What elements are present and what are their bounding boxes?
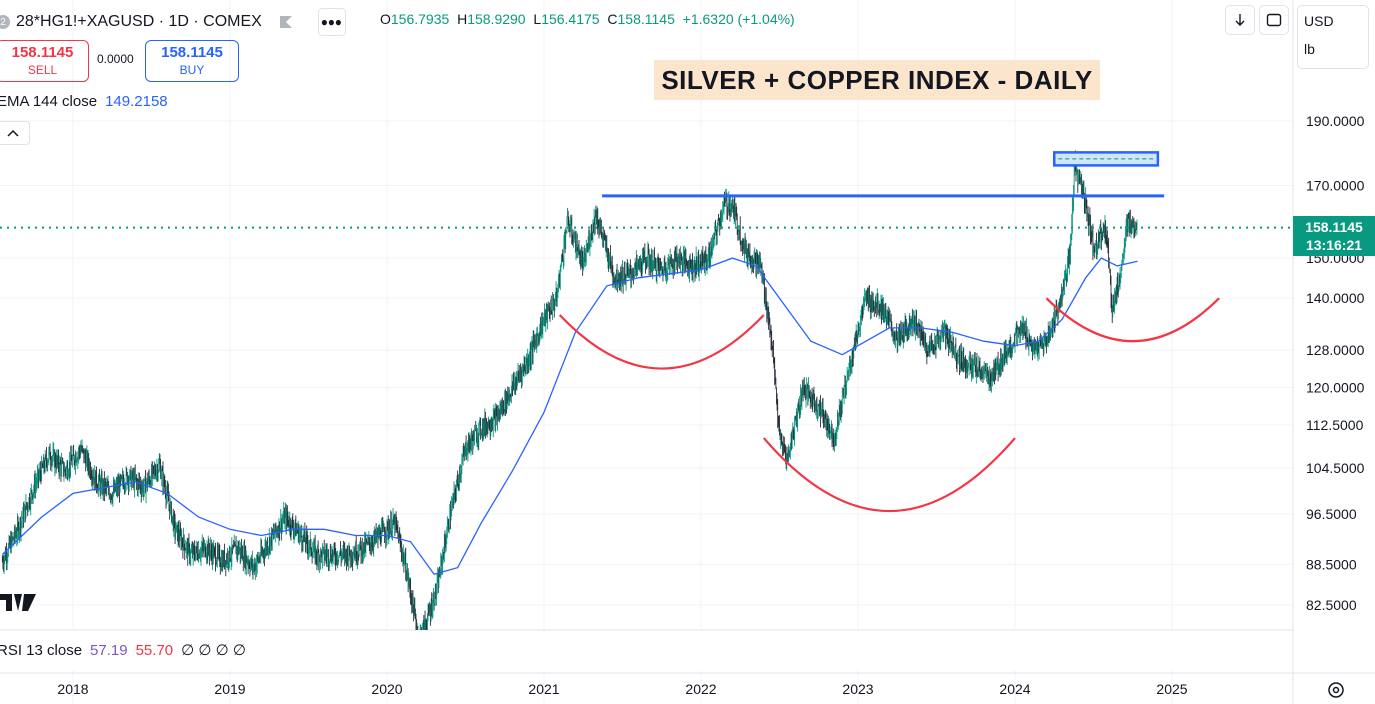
tradingview-logo <box>0 594 36 611</box>
target-box <box>1053 151 1160 167</box>
y-tick-label: 190.0000 <box>1306 113 1365 129</box>
change-value: +1.6320 (+1.04%) <box>682 11 795 27</box>
y-tick-label: 120.0000 <box>1306 380 1365 396</box>
ema-line <box>1 257 1138 575</box>
open-value: 156.7935 <box>390 11 450 27</box>
rsi-label: RSI 13 close <box>0 642 83 659</box>
plot-area <box>0 150 1293 630</box>
y-tick-label: 82.5000 <box>1306 597 1357 613</box>
download-button[interactable] <box>1225 5 1255 35</box>
close-value: 158.1145 <box>617 11 675 27</box>
fullscreen-icon <box>1266 13 1282 27</box>
y-tick-label: 96.5000 <box>1306 506 1357 522</box>
cup-arc <box>762 437 1016 512</box>
rsi-empty-values: ∅ ∅ ∅ ∅ <box>181 642 246 659</box>
chart-annotation-title[interactable]: SILVER + COPPER INDEX - DAILY <box>654 60 1100 100</box>
y-tick-label: 112.5000 <box>1306 417 1364 433</box>
cup-arc <box>1045 297 1220 343</box>
symbol-badge: 2 <box>0 15 10 29</box>
x-tick-label: 2019 <box>214 681 245 697</box>
symbol-header[interactable]: 2 28*HG1!+XAGUSD · 1D · COMEX ⦁⦁⦁ <box>0 8 346 36</box>
x-tick-label: 2023 <box>842 681 873 697</box>
y-tick-label: 170.0000 <box>1306 178 1365 194</box>
cup-arc <box>558 314 765 370</box>
last-price-value: 158.1145 <box>1305 219 1363 235</box>
download-icon <box>1235 14 1245 26</box>
x-tick-label: 2025 <box>1156 681 1187 697</box>
open-label: O <box>380 11 391 27</box>
y-tick-label: 128.0000 <box>1306 342 1365 358</box>
low-value: 156.4175 <box>541 11 600 27</box>
rsi-legend[interactable]: RSI 13 close 57.19 55.70 ∅ ∅ ∅ ∅ <box>0 641 246 659</box>
y-tick-label: 140.0000 <box>1306 290 1365 306</box>
more-button[interactable]: ⦁⦁⦁ <box>317 8 346 36</box>
x-tick-label: 2018 <box>57 681 88 697</box>
buy-price: 158.1145 <box>161 44 223 61</box>
last-price-tag: 158.1145 13:16:21 <box>1293 216 1375 256</box>
x-tick-label: 2020 <box>371 681 402 697</box>
bar-countdown: 13:16:21 <box>1305 237 1363 253</box>
buy-button[interactable]: 158.1145 BUY <box>145 40 239 82</box>
high-value: 158.9290 <box>467 11 526 27</box>
high-label: H <box>457 11 468 27</box>
rsi-value-1: 57.19 <box>90 642 128 659</box>
fullscreen-button[interactable] <box>1259 5 1289 35</box>
ema-label: EMA 144 close <box>0 93 98 110</box>
unit-label: lb <box>1304 41 1315 57</box>
currency-unit-selector[interactable]: USD lb <box>1297 5 1369 69</box>
spread-value: 0.0000 <box>97 52 134 66</box>
rsi-value-2: 55.70 <box>135 642 174 659</box>
sell-button[interactable]: 158.1145 SELL <box>0 40 89 82</box>
x-tick-label: 2022 <box>685 681 716 697</box>
y-tick-label: 88.5000 <box>1306 556 1357 572</box>
ema-value: 149.2158 <box>105 93 168 110</box>
ema-legend[interactable]: EMA 144 close 149.2158 <box>0 93 168 110</box>
currency-label: USD <box>1304 13 1334 29</box>
x-tick-label: 2024 <box>999 681 1030 697</box>
flag-icon[interactable] <box>278 15 294 29</box>
low-label: L <box>533 11 542 27</box>
sell-price: 158.1145 <box>11 44 74 61</box>
symbol-title[interactable]: 28*HG1!+XAGUSD · 1D · COMEX <box>16 13 262 30</box>
sell-label: SELL <box>27 63 58 77</box>
price-candles <box>1 150 1138 630</box>
close-label: C <box>607 11 618 27</box>
collapse-legend-button[interactable] <box>0 121 30 145</box>
more-icon: ⦁⦁⦁ <box>321 14 343 29</box>
y-tick-label: 104.5000 <box>1306 460 1365 476</box>
gear-icon[interactable] <box>1326 680 1346 700</box>
chevron-up-icon <box>7 129 19 137</box>
x-tick-label: 2021 <box>528 681 559 697</box>
ohlc-legend: O156.7935 H158.9290 L156.4175 C158.1145 … <box>380 11 795 27</box>
buy-label: BUY <box>179 63 205 77</box>
